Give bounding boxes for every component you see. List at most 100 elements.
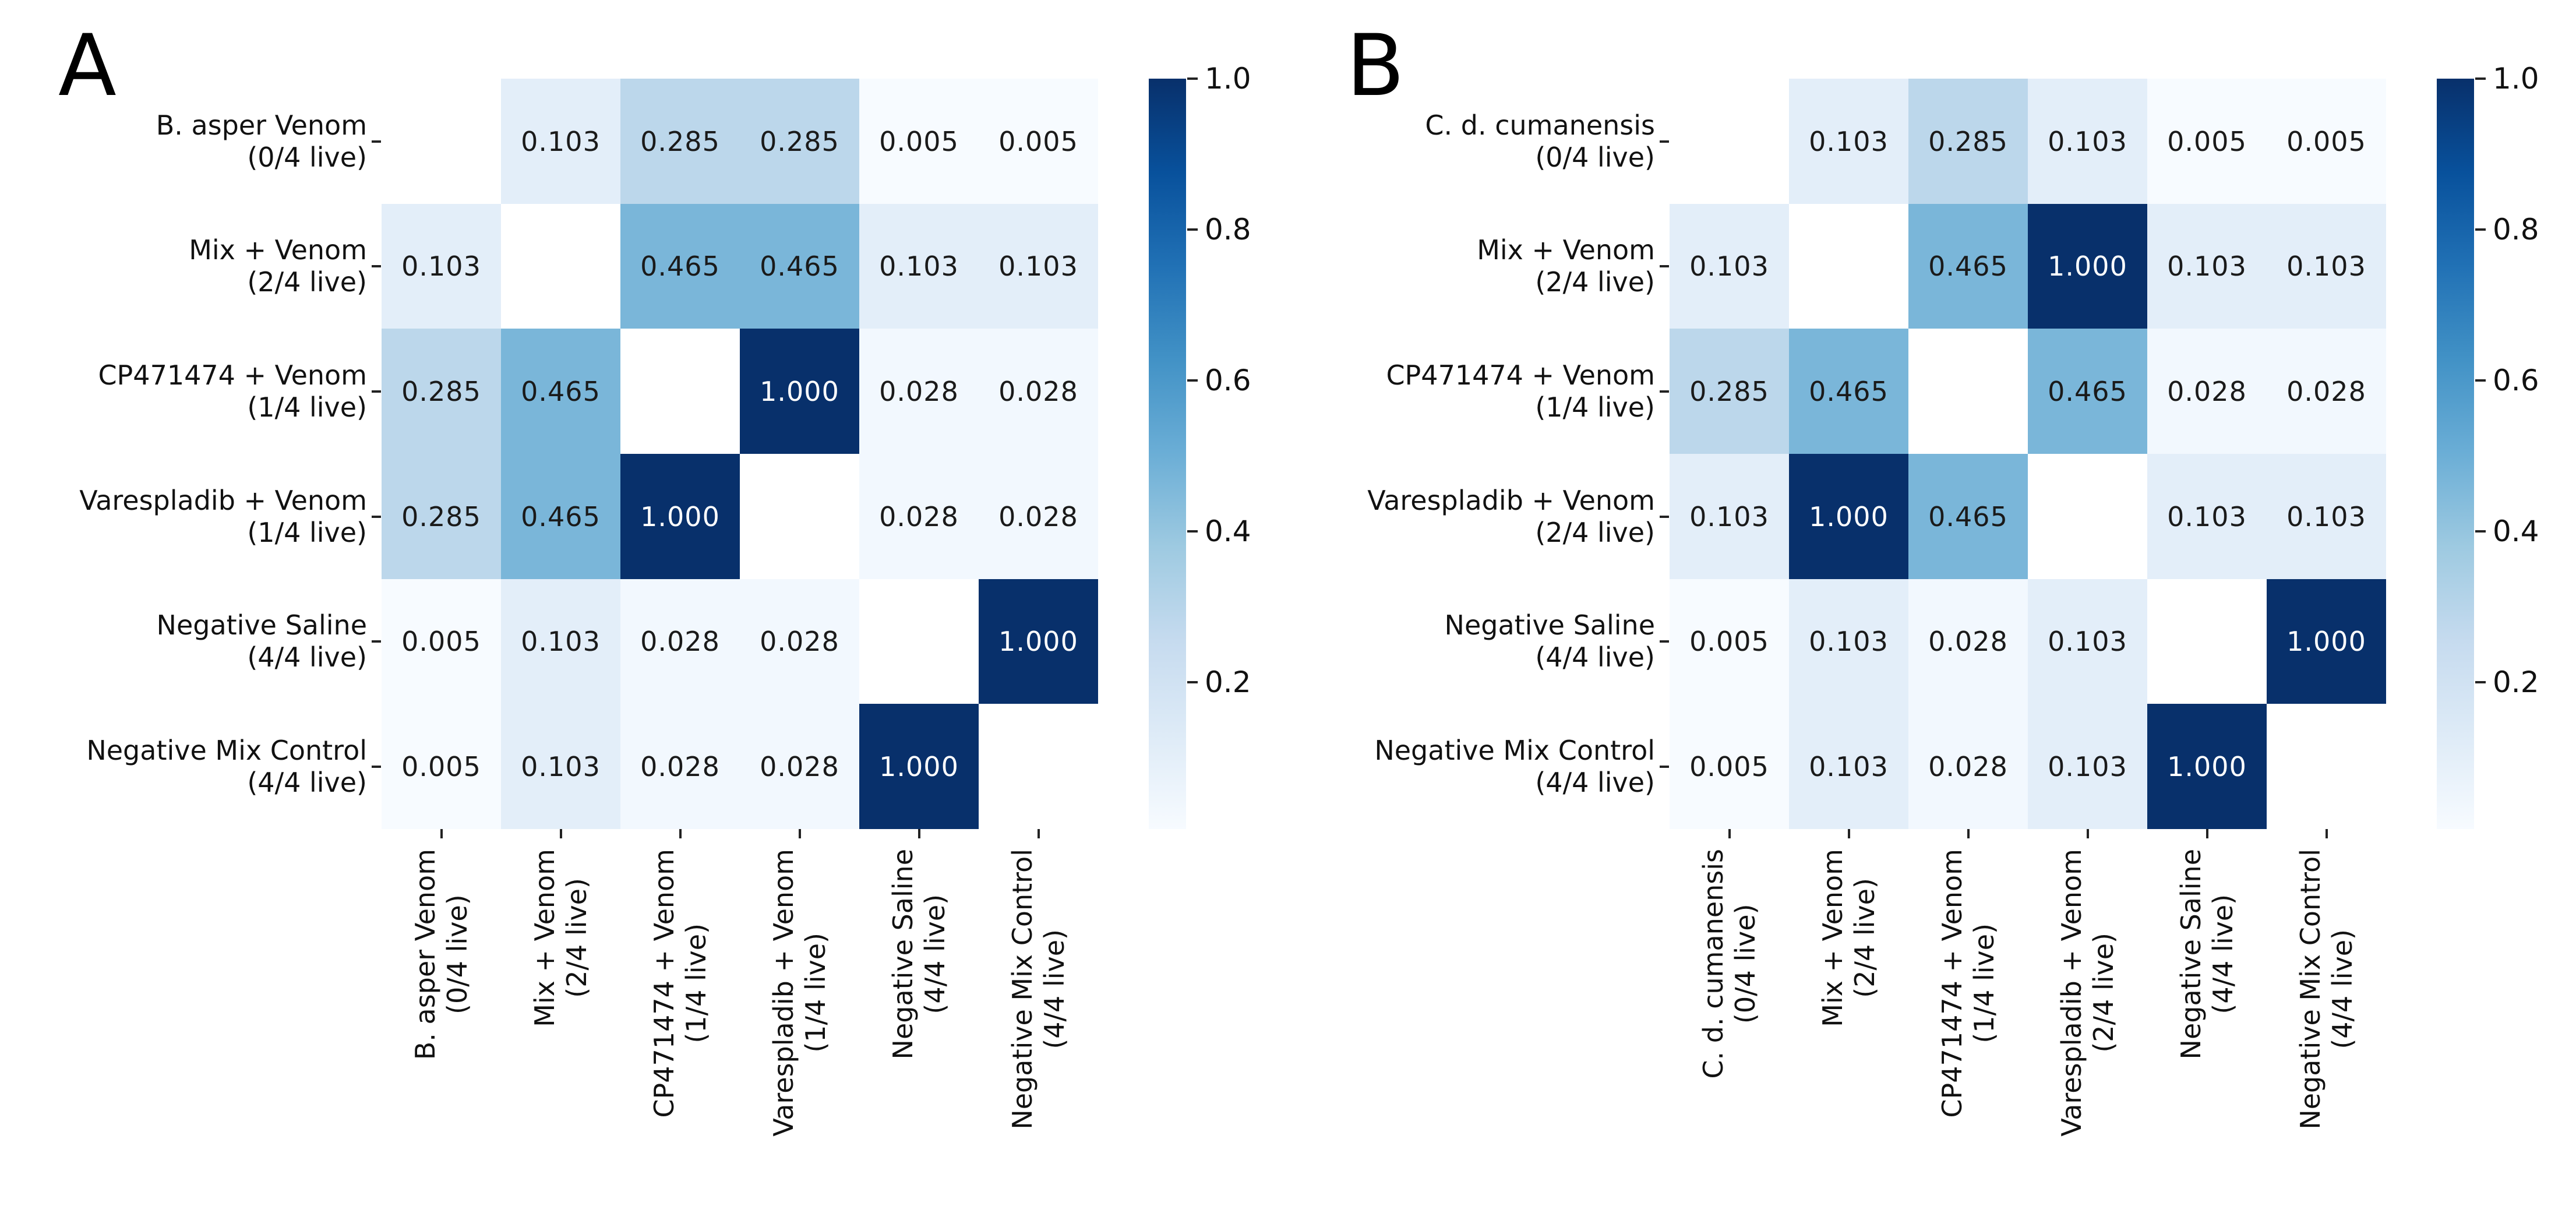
panel-b-letter: B xyxy=(1346,16,1405,115)
col-label: B. asper Venom (0/4 live) xyxy=(410,849,474,1060)
row-label-count: (2/4 live) xyxy=(1535,516,1655,548)
heatmap-cell: 1.000 xyxy=(740,329,859,454)
row-label-count: (1/4 live) xyxy=(247,391,367,423)
heatmap-cell: 1.000 xyxy=(1789,454,1908,579)
col-label: Varespladib + Venom (2/4 live) xyxy=(2056,849,2120,1137)
heatmap-cell: 0.005 xyxy=(382,704,501,829)
y-axis-tick xyxy=(1660,265,1669,267)
heatmap-cell: 0.285 xyxy=(620,79,740,204)
row-label-name: Negative Saline xyxy=(1444,609,1655,641)
colorbar-tick xyxy=(2475,530,2486,533)
col-label: CP471474 + Venom (1/4 live) xyxy=(648,849,712,1118)
heatmap-cell: 0.103 xyxy=(1789,704,1908,829)
heatmap-cell: 0.005 xyxy=(979,79,1098,204)
row-label-count: (2/4 live) xyxy=(247,266,367,298)
row-label-count: (4/4 live) xyxy=(1535,766,1655,798)
colorbar-tick xyxy=(2475,228,2486,231)
row-label: CP471474 + Venom (1/4 live) xyxy=(1293,359,1655,424)
x-axis-tick xyxy=(1728,829,1731,838)
col-label: Negative Mix Control (4/4 live) xyxy=(1007,849,1071,1130)
heatmap-cell xyxy=(2267,704,2386,829)
col-label-name: CP471474 + Venom xyxy=(648,849,680,1118)
heatmap-cell: 0.103 xyxy=(979,204,1098,329)
heatmap-cell: 0.465 xyxy=(501,329,620,454)
col-label-name: Varespladib + Venom xyxy=(767,849,799,1137)
col-label: Negative Saline (4/4 live) xyxy=(887,849,951,1059)
col-label-name: Mix + Venom xyxy=(1816,849,1848,1027)
heatmap-cell: 0.103 xyxy=(859,204,979,329)
col-label-count: (4/4 live) xyxy=(919,894,951,1014)
row-label-name: Negative Saline xyxy=(156,609,367,641)
row-label: Varespladib + Venom (2/4 live) xyxy=(1293,485,1655,549)
colorbar-tick-label: 0.6 xyxy=(2493,363,2539,397)
heatmap-cell: 0.465 xyxy=(501,454,620,579)
col-label-count: (2/4 live) xyxy=(1848,878,1880,998)
row-label-count: (1/4 live) xyxy=(1535,391,1655,423)
x-axis-tick xyxy=(2206,829,2208,838)
col-label-name: CP471474 + Venom xyxy=(1936,849,1968,1118)
col-label-name: Negative Mix Control xyxy=(1006,849,1038,1130)
heatmap-cell xyxy=(859,579,979,704)
col-label-name: Mix + Venom xyxy=(528,849,560,1027)
row-label-count: (1/4 live) xyxy=(247,516,367,548)
heatmap-cell: 0.465 xyxy=(1908,454,2028,579)
col-label: Negative Mix Control (4/4 live) xyxy=(2295,849,2359,1130)
col-label-count: (0/4 live) xyxy=(441,894,473,1014)
heatmap-cell: 0.005 xyxy=(2267,79,2386,204)
heatmap-cell: 0.028 xyxy=(620,704,740,829)
col-label: Negative Saline (4/4 live) xyxy=(2175,849,2239,1059)
heatmap-cell xyxy=(501,204,620,329)
colorbar-tick xyxy=(1187,530,1198,533)
x-axis-tick xyxy=(918,829,920,838)
heatmap-cell: 0.103 xyxy=(501,704,620,829)
row-label-name: Mix + Venom xyxy=(1477,234,1655,266)
colorbar-tick xyxy=(2475,77,2486,80)
colorbar-tick xyxy=(2475,680,2486,683)
colorbar-tick xyxy=(1187,680,1198,683)
row-label: C. d. cumanensis (0/4 live) xyxy=(1293,110,1655,174)
colorbar-tick-label: 0.6 xyxy=(1205,363,1251,397)
colorbar-tick-label: 0.2 xyxy=(1205,665,1251,699)
row-label: B. asper Venom (0/4 live) xyxy=(5,110,367,174)
colorbar-tick-label: 0.8 xyxy=(2493,212,2539,246)
row-label: Negative Saline (4/4 live) xyxy=(5,609,367,673)
heatmap-cell: 0.028 xyxy=(979,454,1098,579)
heatmap-cell: 0.465 xyxy=(2028,329,2147,454)
x-axis-tick xyxy=(1037,829,1040,838)
heatmap-cell: 0.103 xyxy=(2147,204,2267,329)
heatmap-cell: 0.103 xyxy=(1789,79,1908,204)
col-label-name: Negative Saline xyxy=(887,849,919,1060)
heatmap-cell: 0.103 xyxy=(501,79,620,204)
y-axis-tick xyxy=(372,390,381,393)
heatmap-cell: 1.000 xyxy=(979,579,1098,704)
colorbar-tick-label: 1.0 xyxy=(1205,62,1251,96)
colorbar-tick xyxy=(1187,228,1198,231)
heatmap-cell: 0.465 xyxy=(620,204,740,329)
col-label-count: (1/4 live) xyxy=(1968,923,2000,1043)
row-label-count: (2/4 live) xyxy=(1535,266,1655,298)
row-label-name: C. d. cumanensis xyxy=(1425,109,1655,141)
heatmap-cell: 0.028 xyxy=(740,579,859,704)
col-label-count: (4/4 live) xyxy=(2326,929,2358,1049)
x-axis-tick xyxy=(1847,829,1850,838)
col-label: C. d. cumanensis (0/4 live) xyxy=(1698,849,1762,1079)
heatmap-cell: 0.285 xyxy=(382,329,501,454)
row-label: CP471474 + Venom (1/4 live) xyxy=(5,359,367,424)
colorbar xyxy=(2437,79,2474,829)
col-label-count: (4/4 live) xyxy=(1038,929,1070,1049)
heatmap-cell: 0.005 xyxy=(1670,579,1789,704)
y-axis-tick xyxy=(1660,765,1669,768)
row-label: Negative Saline (4/4 live) xyxy=(1293,609,1655,673)
heatmap-cell xyxy=(2147,579,2267,704)
y-axis-tick xyxy=(372,140,381,143)
heatmap-cell: 0.028 xyxy=(2267,329,2386,454)
heatmap-cell: 0.028 xyxy=(2147,329,2267,454)
col-label-count: (2/4 live) xyxy=(2087,933,2119,1053)
panel-a-letter: A xyxy=(58,16,117,115)
row-label-name: CP471474 + Venom xyxy=(1386,359,1655,391)
colorbar-tick-label: 0.2 xyxy=(2493,665,2539,699)
col-label: Mix + Venom (2/4 live) xyxy=(529,849,593,1027)
heatmap-cell: 0.103 xyxy=(501,579,620,704)
col-label-name: Negative Saline xyxy=(2175,849,2207,1060)
row-label-name: Negative Mix Control xyxy=(86,734,367,766)
